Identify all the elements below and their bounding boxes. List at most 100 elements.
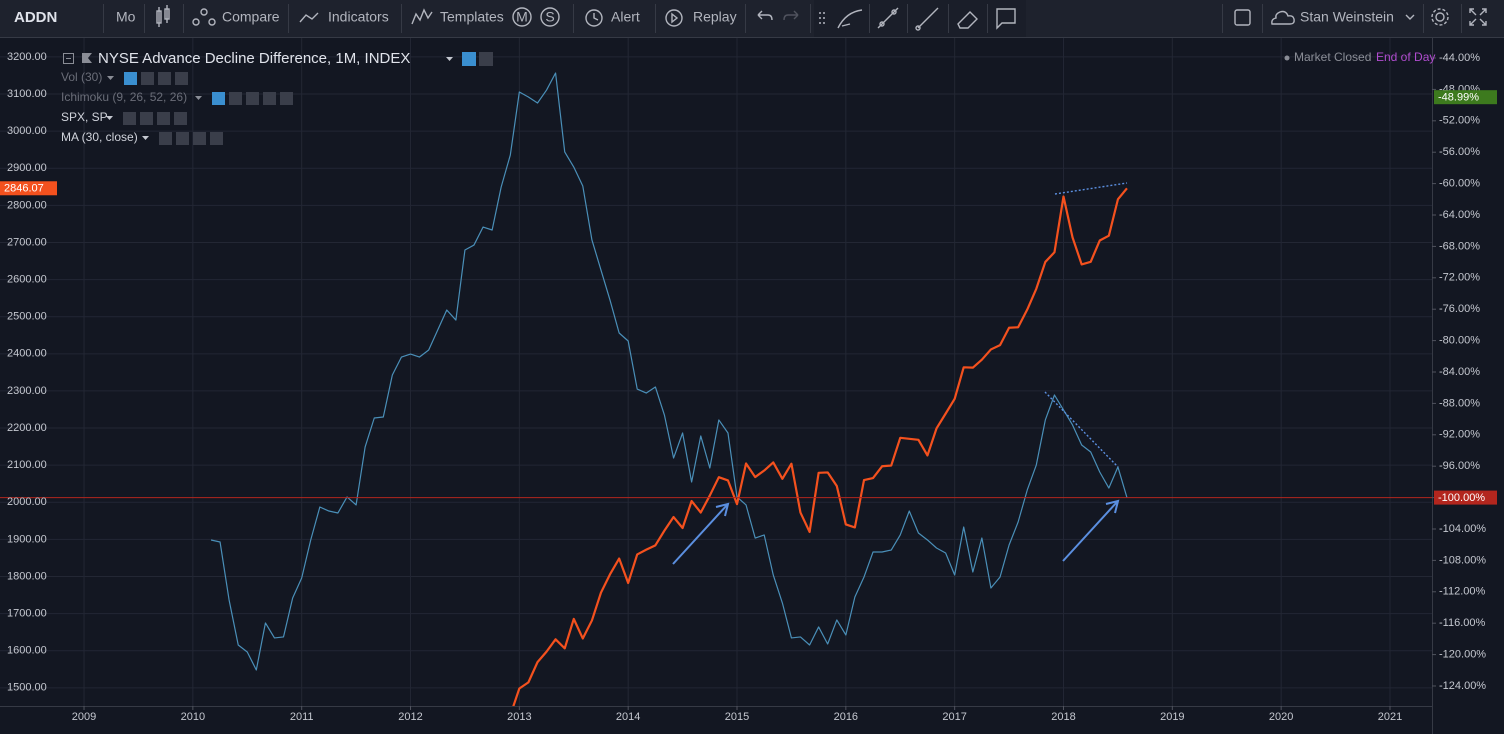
settings-button[interactable] [140, 112, 153, 125]
undo-button[interactable] [757, 10, 773, 21]
y-tick-label: 2600.00 [7, 273, 47, 285]
trend-tool[interactable] [877, 7, 899, 29]
trend-line [1044, 391, 1119, 468]
y-tick-label: 2100.00 [7, 459, 47, 471]
y2-tick-label: -64.00% [1439, 209, 1480, 221]
y2-tick-label: -68.00% [1439, 240, 1480, 252]
arrow [1062, 499, 1120, 562]
y-tick-label: 2000.00 [7, 496, 47, 508]
compare-icon [192, 8, 216, 26]
dropdown[interactable] [106, 116, 113, 120]
legend-title: NYSE Advance Decline Difference, 1M, IND… [98, 50, 410, 67]
y2-tick-label: -72.00% [1439, 272, 1480, 284]
y2-tick-label: -108.00% [1439, 554, 1486, 566]
y-tick-label: 3000.00 [7, 125, 47, 137]
toolbar-bg [0, 0, 1504, 37]
y2-tick-label: -80.00% [1439, 335, 1480, 347]
y2-tick-label: -112.00% [1439, 586, 1485, 598]
price-label-box [1434, 90, 1497, 105]
eye-button[interactable] [462, 52, 476, 66]
x-tick-label: 2009 [72, 711, 96, 723]
x-tick-label: 2020 [1269, 711, 1293, 723]
x-tick-label: 2015 [725, 711, 749, 723]
ray-tool[interactable] [915, 7, 939, 31]
more-button[interactable] [193, 132, 206, 145]
arrow [672, 502, 730, 565]
eye-button[interactable] [124, 72, 137, 85]
dropdown[interactable] [142, 136, 149, 140]
alert-button[interactable]: Alert [611, 9, 640, 25]
y-tick-label: 2400.00 [7, 348, 47, 360]
interval[interactable]: Mo [116, 9, 136, 25]
price-labels: 2846.07 -48.99% -100.00% [0, 90, 1497, 505]
trend-line [1054, 182, 1128, 195]
eye-button[interactable] [159, 132, 172, 145]
more-button[interactable] [157, 112, 170, 125]
y2-tick-label: -124.00% [1439, 680, 1486, 692]
series-line [512, 187, 1128, 706]
dropdown[interactable] [1405, 14, 1415, 20]
badge[interactable] [512, 7, 532, 27]
indicator-label: Ichimoku (9, 26, 52, 26) [61, 90, 187, 104]
x-tick-label: 2011 [290, 711, 314, 723]
settings-button[interactable] [141, 72, 154, 85]
y2-tick-label: -116.00% [1439, 617, 1485, 629]
dropdown[interactable] [446, 57, 453, 61]
eye-button[interactable] [123, 112, 136, 125]
y-tick-label: 3100.00 [7, 88, 47, 100]
close-button[interactable] [210, 132, 223, 145]
symbol[interactable]: ADDN [14, 9, 57, 26]
close-button[interactable] [175, 72, 188, 85]
alert-icon [585, 9, 603, 27]
x-tick-label: 2016 [834, 711, 858, 723]
dropdown[interactable] [107, 76, 114, 80]
badge[interactable] [540, 7, 560, 27]
bottom-axis-panel [0, 706, 1432, 734]
status-dot [1284, 55, 1290, 61]
indicator-label: Vol (30) [61, 70, 102, 84]
indicators-icon [299, 12, 319, 23]
indicators-button[interactable]: Indicators [328, 9, 389, 25]
y2-tick-label: -88.00% [1439, 397, 1480, 409]
close-button[interactable] [174, 112, 187, 125]
market-status: Market Closed [1294, 50, 1371, 64]
price-label-box [1434, 490, 1497, 505]
chart-type-button[interactable] [156, 5, 170, 27]
settings-button[interactable] [479, 52, 493, 66]
grid [0, 38, 1432, 706]
compare-button[interactable]: Compare [222, 9, 280, 25]
layout-button[interactable] [1234, 9, 1251, 26]
more-button[interactable] [263, 92, 276, 105]
user-layout[interactable]: Stan Weinstein [1300, 9, 1394, 25]
badge-label: S [545, 9, 554, 25]
settings-button[interactable] [1431, 8, 1449, 26]
axes: 1500.00 1600.00 1700.00 1800.00 1900.00 2000.… [7, 51, 1486, 723]
x-tick-label: 2018 [1051, 711, 1075, 723]
collapse-box[interactable] [63, 53, 74, 64]
close-button[interactable] [280, 92, 293, 105]
settings-button[interactable] [229, 92, 242, 105]
comment-tool[interactable] [996, 8, 1016, 30]
y2-tick-label: -120.00% [1439, 648, 1486, 660]
replay-button[interactable]: Replay [693, 9, 737, 25]
more-button[interactable] [158, 72, 171, 85]
right-axis-panel [1432, 38, 1504, 734]
source-button[interactable] [246, 92, 259, 105]
price-label: 2846.07 [4, 183, 44, 195]
eye-button[interactable] [212, 92, 225, 105]
redo-button[interactable] [783, 10, 799, 21]
grip [819, 12, 825, 24]
fullscreen-button[interactable] [1469, 8, 1487, 26]
indicator-label: MA (30, close) [61, 130, 138, 144]
plot [0, 72, 1432, 706]
brush-tool[interactable] [837, 9, 863, 29]
y2-tick-label: -104.00% [1439, 523, 1486, 535]
y-tick-label: 2700.00 [7, 236, 47, 248]
templates-button[interactable]: Templates [440, 9, 504, 25]
drawings [672, 182, 1128, 565]
dropdown[interactable] [195, 96, 202, 100]
settings-button[interactable] [176, 132, 189, 145]
cloud-icon [1271, 10, 1295, 25]
eraser-tool[interactable] [957, 11, 978, 29]
